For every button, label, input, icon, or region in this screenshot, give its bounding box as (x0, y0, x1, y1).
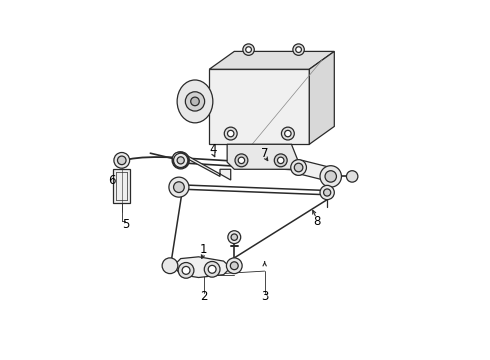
Circle shape (291, 159, 306, 175)
Text: 7: 7 (261, 147, 269, 160)
Text: 8: 8 (313, 215, 320, 228)
Text: 4: 4 (209, 143, 217, 156)
Circle shape (294, 163, 303, 172)
Text: 5: 5 (122, 218, 129, 231)
Circle shape (173, 182, 184, 193)
Circle shape (173, 153, 188, 167)
Circle shape (162, 258, 178, 274)
Circle shape (320, 166, 342, 187)
Polygon shape (295, 160, 338, 184)
Circle shape (323, 189, 331, 196)
Circle shape (182, 266, 190, 274)
Circle shape (245, 47, 251, 53)
Polygon shape (209, 51, 334, 69)
Circle shape (226, 258, 242, 274)
Circle shape (191, 97, 199, 106)
Circle shape (176, 156, 185, 165)
Text: 6: 6 (108, 174, 116, 186)
Text: 1: 1 (200, 243, 208, 256)
Circle shape (185, 92, 205, 111)
Polygon shape (173, 257, 231, 278)
Circle shape (235, 154, 248, 167)
Polygon shape (227, 144, 298, 169)
Circle shape (169, 177, 189, 197)
Circle shape (293, 44, 304, 55)
Circle shape (173, 153, 189, 168)
Circle shape (285, 130, 291, 137)
Circle shape (230, 262, 238, 270)
Polygon shape (177, 153, 231, 180)
Circle shape (227, 130, 234, 137)
Circle shape (281, 127, 294, 140)
Text: 2: 2 (200, 289, 208, 303)
Circle shape (118, 156, 126, 165)
Text: 3: 3 (261, 289, 269, 303)
Circle shape (243, 44, 254, 55)
Circle shape (176, 156, 186, 165)
Polygon shape (209, 69, 309, 144)
Circle shape (177, 157, 184, 164)
Circle shape (224, 127, 237, 140)
Circle shape (274, 154, 287, 167)
Circle shape (325, 171, 337, 182)
Circle shape (238, 157, 245, 163)
Circle shape (228, 231, 241, 244)
Circle shape (178, 262, 194, 278)
Circle shape (296, 47, 301, 53)
Ellipse shape (177, 80, 213, 123)
Circle shape (172, 152, 189, 169)
Circle shape (172, 152, 185, 165)
Circle shape (208, 265, 216, 273)
Bar (113, 169, 130, 203)
Circle shape (114, 153, 130, 168)
Circle shape (320, 185, 334, 200)
Circle shape (277, 157, 284, 163)
Circle shape (231, 234, 238, 240)
Polygon shape (309, 51, 334, 144)
Circle shape (204, 261, 220, 277)
Circle shape (346, 171, 358, 182)
